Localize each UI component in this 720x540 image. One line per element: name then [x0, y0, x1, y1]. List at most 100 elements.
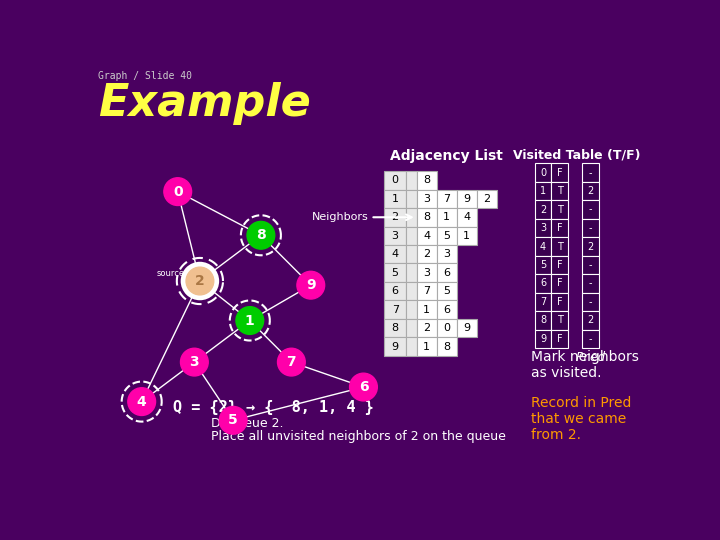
Text: 7: 7	[444, 194, 450, 204]
Text: 0: 0	[444, 323, 450, 333]
Text: 5: 5	[444, 286, 450, 296]
Text: 7: 7	[540, 297, 546, 307]
FancyBboxPatch shape	[534, 237, 552, 256]
Text: T: T	[557, 186, 563, 196]
FancyBboxPatch shape	[437, 245, 456, 264]
FancyBboxPatch shape	[534, 293, 552, 311]
Text: 2: 2	[392, 212, 399, 222]
Text: F: F	[557, 279, 563, 288]
Text: 4: 4	[137, 395, 147, 409]
Text: 2: 2	[195, 274, 204, 288]
FancyBboxPatch shape	[417, 190, 437, 208]
Text: 5: 5	[444, 231, 450, 241]
FancyBboxPatch shape	[437, 226, 456, 245]
Text: 0: 0	[392, 176, 399, 185]
Circle shape	[297, 271, 325, 299]
Text: 1: 1	[392, 194, 399, 204]
Text: F: F	[557, 223, 563, 233]
FancyBboxPatch shape	[477, 190, 497, 208]
FancyBboxPatch shape	[384, 264, 406, 282]
Text: Graph / Slide 40: Graph / Slide 40	[98, 71, 192, 81]
Text: 8: 8	[392, 323, 399, 333]
Text: 9: 9	[540, 334, 546, 344]
Text: T: T	[557, 205, 563, 214]
Text: F: F	[557, 260, 563, 270]
Text: 8: 8	[423, 212, 431, 222]
FancyBboxPatch shape	[552, 293, 568, 311]
Text: 0: 0	[540, 167, 546, 178]
FancyBboxPatch shape	[384, 190, 406, 208]
FancyBboxPatch shape	[406, 208, 417, 226]
FancyBboxPatch shape	[406, 190, 417, 208]
Text: 4: 4	[423, 231, 431, 241]
FancyBboxPatch shape	[552, 219, 568, 237]
FancyBboxPatch shape	[582, 237, 599, 256]
FancyBboxPatch shape	[552, 274, 568, 293]
Text: -: -	[589, 279, 593, 288]
FancyBboxPatch shape	[552, 311, 568, 330]
Text: 5: 5	[540, 260, 546, 270]
FancyBboxPatch shape	[552, 237, 568, 256]
FancyBboxPatch shape	[406, 319, 417, 338]
FancyBboxPatch shape	[534, 274, 552, 293]
Text: Adjacency List: Adjacency List	[390, 150, 503, 164]
Text: 1: 1	[245, 314, 255, 328]
Text: 2: 2	[588, 241, 594, 252]
Text: 9: 9	[463, 323, 470, 333]
Text: 6: 6	[444, 305, 450, 315]
Text: 1: 1	[423, 305, 431, 315]
Text: Visited Table (T/F): Visited Table (T/F)	[513, 149, 641, 162]
FancyBboxPatch shape	[437, 190, 456, 208]
Text: 1: 1	[423, 342, 431, 352]
Text: 9: 9	[392, 342, 399, 352]
FancyBboxPatch shape	[534, 256, 552, 274]
Text: Q = {2} → {  8, 1, 4 }: Q = {2} → { 8, 1, 4 }	[173, 400, 374, 415]
FancyBboxPatch shape	[384, 208, 406, 226]
Text: 6: 6	[392, 286, 399, 296]
Circle shape	[277, 348, 305, 376]
Text: 7: 7	[392, 305, 399, 315]
Text: -: -	[589, 260, 593, 270]
Text: 6: 6	[540, 279, 546, 288]
Text: 1: 1	[463, 231, 470, 241]
Text: 2: 2	[588, 315, 594, 326]
Circle shape	[181, 262, 219, 300]
FancyBboxPatch shape	[534, 311, 552, 330]
FancyBboxPatch shape	[384, 300, 406, 319]
FancyBboxPatch shape	[534, 219, 552, 237]
FancyBboxPatch shape	[406, 282, 417, 300]
FancyBboxPatch shape	[437, 319, 456, 338]
Text: Neighbors: Neighbors	[312, 212, 368, 222]
Circle shape	[220, 407, 247, 434]
FancyBboxPatch shape	[582, 274, 599, 293]
FancyBboxPatch shape	[384, 245, 406, 264]
Text: 2: 2	[423, 249, 431, 259]
FancyBboxPatch shape	[582, 219, 599, 237]
Text: 3: 3	[423, 194, 431, 204]
Text: 6: 6	[444, 268, 450, 278]
Text: 2: 2	[540, 205, 546, 214]
Text: 8: 8	[444, 342, 450, 352]
FancyBboxPatch shape	[534, 164, 552, 182]
Text: F: F	[557, 167, 563, 178]
FancyBboxPatch shape	[582, 293, 599, 311]
Text: 3: 3	[444, 249, 450, 259]
FancyBboxPatch shape	[534, 182, 552, 200]
Circle shape	[247, 221, 275, 249]
FancyBboxPatch shape	[417, 319, 437, 338]
Text: 0: 0	[173, 185, 183, 199]
Text: Example: Example	[98, 82, 311, 125]
FancyBboxPatch shape	[406, 300, 417, 319]
Text: Dequeue 2.: Dequeue 2.	[211, 417, 284, 430]
FancyBboxPatch shape	[552, 330, 568, 348]
FancyBboxPatch shape	[437, 338, 456, 356]
Text: 9: 9	[463, 194, 470, 204]
Text: 3: 3	[540, 223, 546, 233]
FancyBboxPatch shape	[552, 164, 568, 182]
FancyBboxPatch shape	[417, 171, 437, 190]
Text: source: source	[156, 269, 185, 278]
FancyBboxPatch shape	[582, 330, 599, 348]
FancyBboxPatch shape	[384, 282, 406, 300]
FancyBboxPatch shape	[417, 245, 437, 264]
Text: T: T	[557, 241, 563, 252]
